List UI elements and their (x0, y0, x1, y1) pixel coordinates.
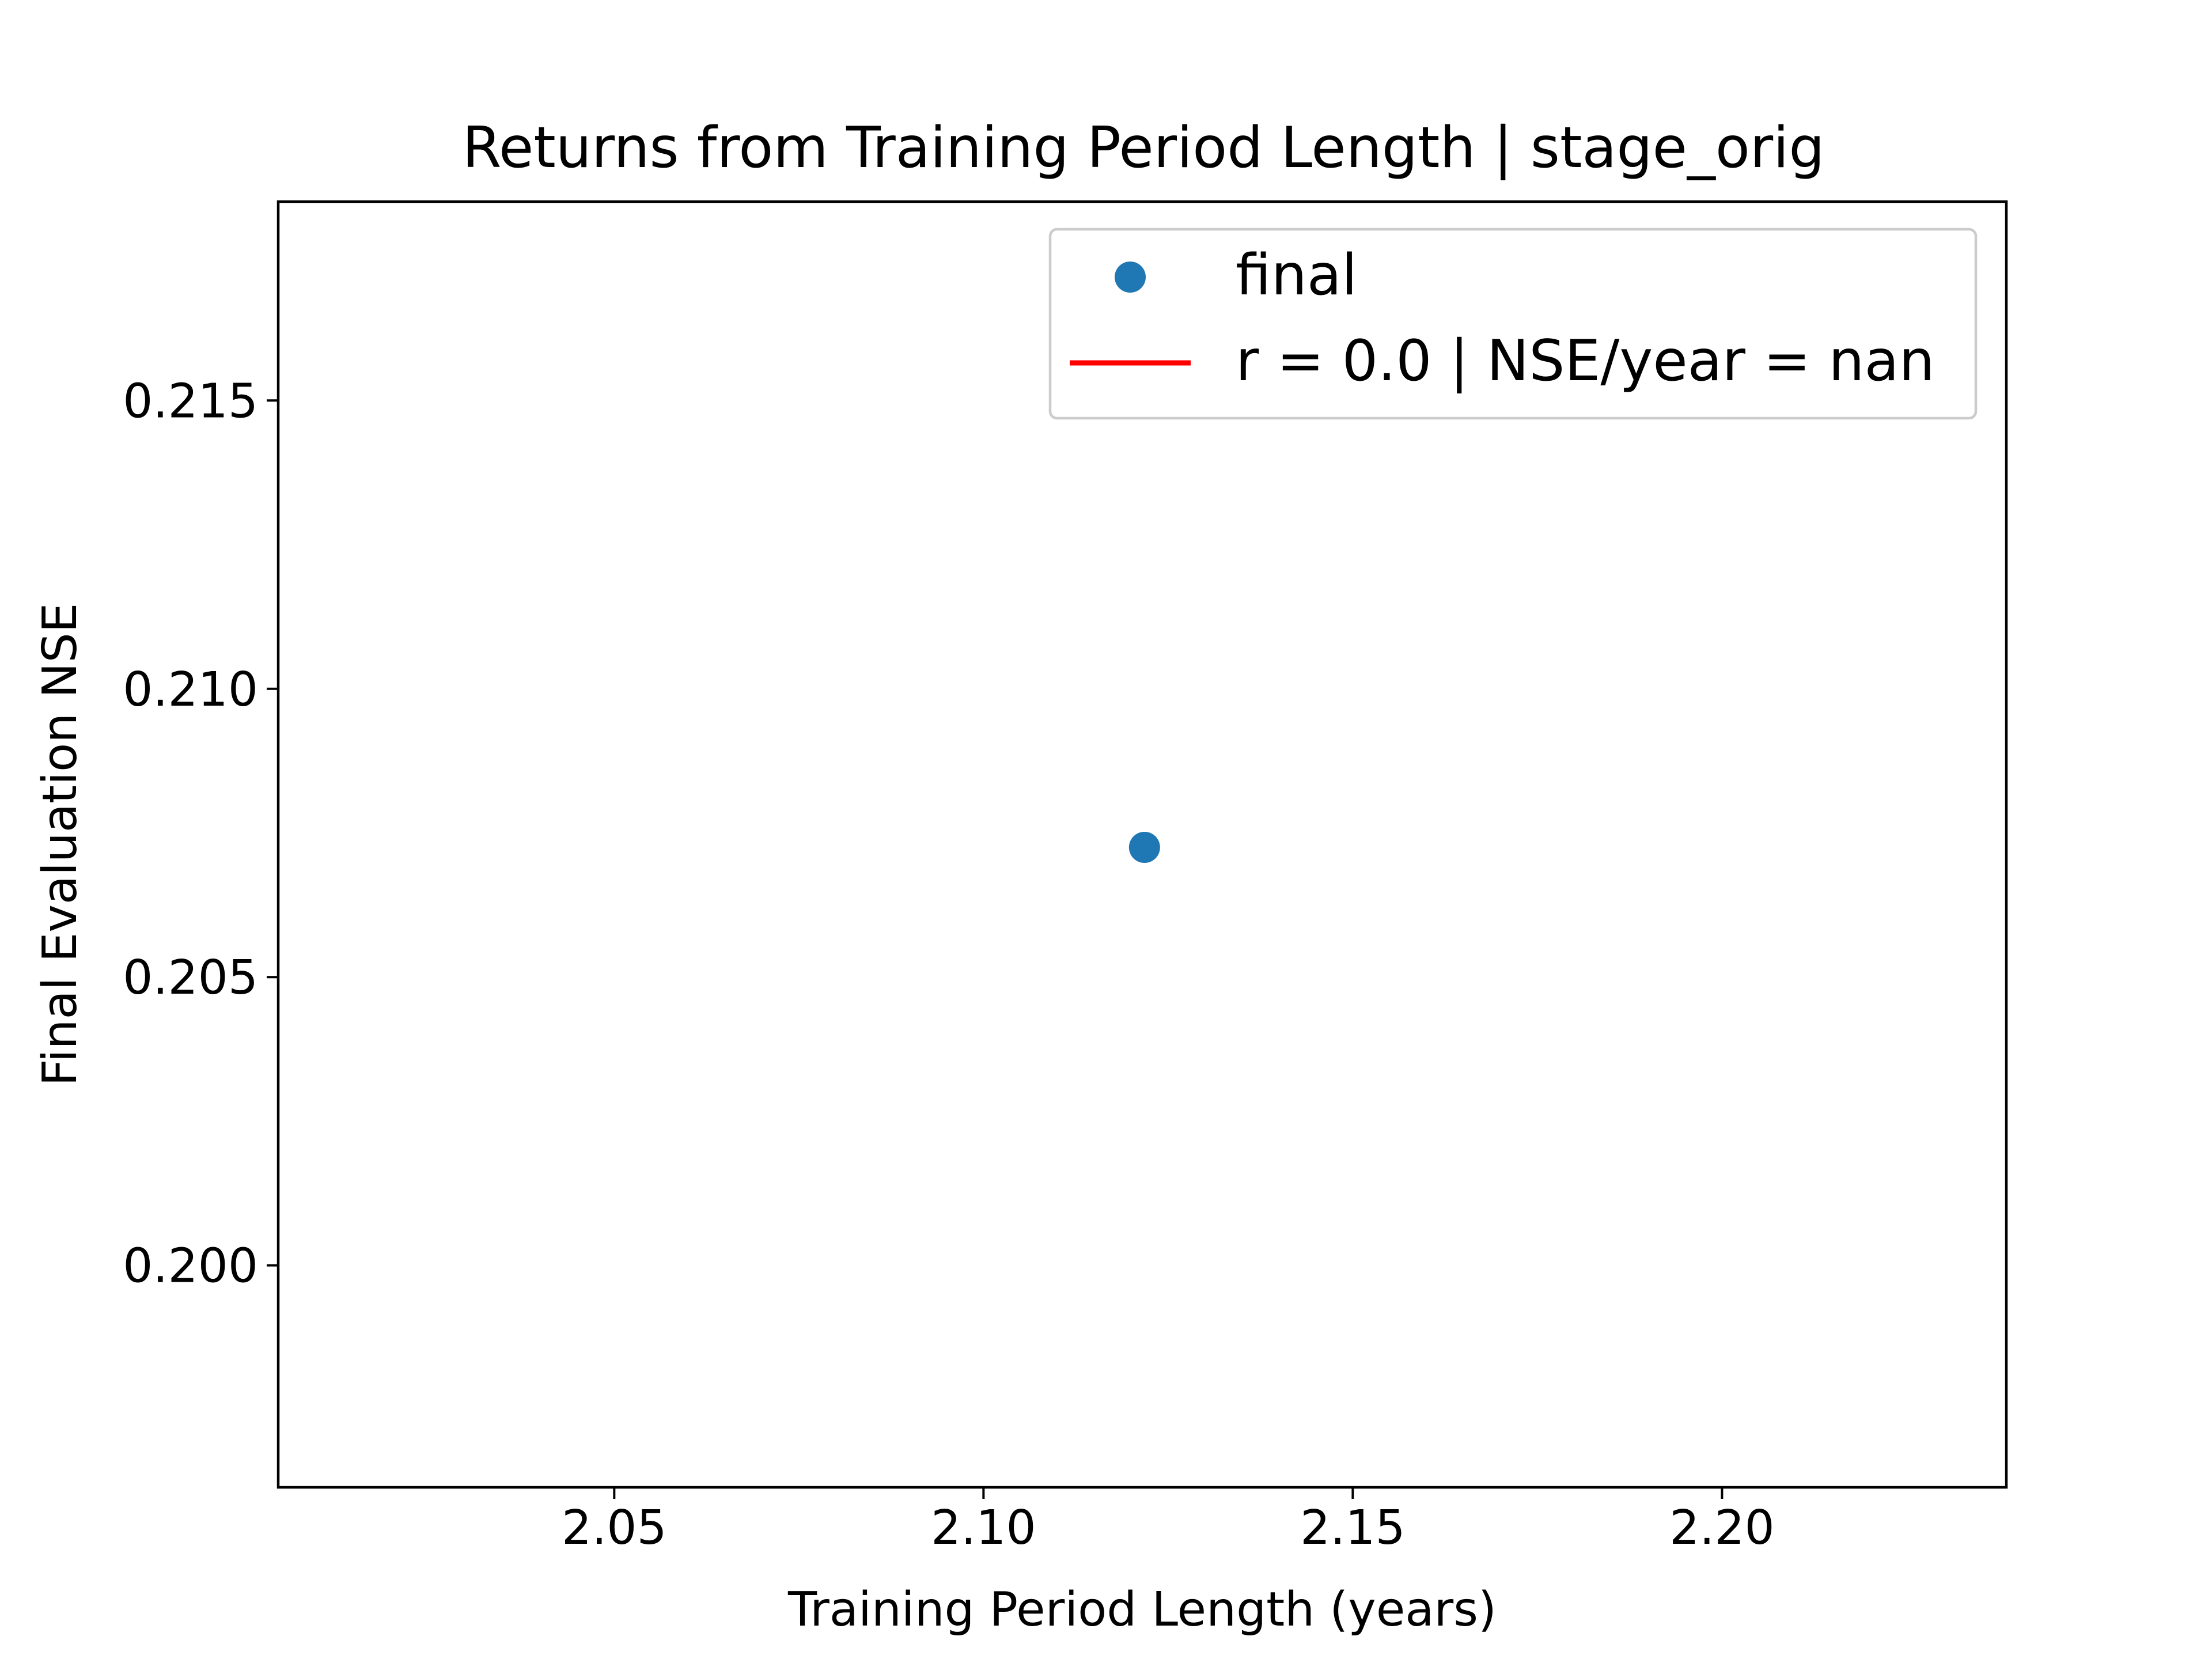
x-tick-label: 2.20 (1669, 1501, 1775, 1555)
y-tick-label: 0.200 (123, 1239, 258, 1294)
plot-frame (276, 200, 2008, 1489)
y-axis-ticks: 0.200 0.205 0.210 0.215 (123, 374, 278, 1294)
x-tick-label: 2.15 (1300, 1501, 1406, 1555)
y-axis-label: Final Evaluation NSE (33, 603, 88, 1086)
x-axis-label: Training Period Length (years) (787, 1582, 1497, 1637)
x-tick-label: 2.05 (562, 1501, 667, 1555)
x-axis-ticks: 2.05 2.10 2.15 2.20 (562, 1487, 1775, 1555)
legend-label-fit-line: r = 0.0 | NSE/year = nan (1236, 328, 1935, 394)
x-tick-label: 2.10 (931, 1501, 1036, 1555)
data-point (1128, 832, 1160, 863)
legend: final r = 0.0 | NSE/year = nan (1048, 228, 1978, 420)
y-tick-label: 0.210 (123, 662, 258, 717)
legend-marker-final (1115, 262, 1146, 293)
plot-marks (1128, 832, 1160, 863)
y-tick-label: 0.205 (123, 950, 258, 1005)
legend-box (1048, 228, 1978, 420)
chart-title: Returns from Training Period Length | st… (462, 115, 1824, 181)
legend-label-final: final (1236, 243, 1357, 308)
y-tick-label: 0.215 (123, 374, 258, 429)
